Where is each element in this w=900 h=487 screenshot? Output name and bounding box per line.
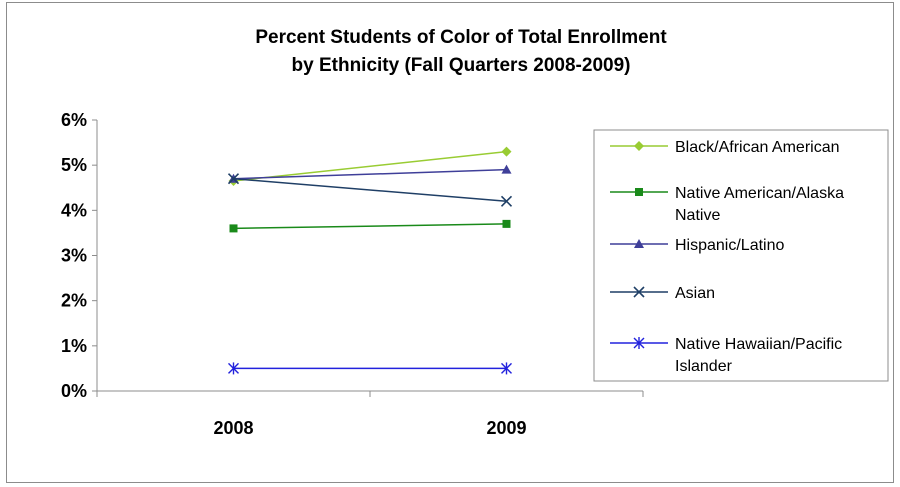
x-tick-label: 2009 [486,418,526,438]
legend-entry: Asian [610,285,715,302]
legend-entry: Black/African American [610,139,840,156]
series-line [233,177,507,203]
data-point-marker [633,337,645,349]
legend-entry: Hispanic/Latino [610,237,785,254]
chart-frame: Percent Students of Color of Total Enrol… [6,2,894,483]
chart-title-line: Percent Students of Color of Total Enrol… [255,27,667,48]
data-point-marker [634,141,644,151]
data-point-marker [501,164,512,174]
series-line [233,168,507,180]
y-tick-label: 0% [61,381,87,401]
data-point-marker [501,146,512,157]
legend: Black/African American Native American/Al… [593,129,889,382]
legend-label: Asian [675,285,715,302]
data-point-marker [228,362,239,375]
data-point-marker [500,195,513,207]
data-point-marker [501,362,512,375]
data-point-marker [229,224,238,233]
data-point-marker [634,239,644,248]
series-line [233,150,507,182]
y-tick-label: 5% [61,155,87,175]
legend-label: Native [675,207,720,224]
legend-label: Islander [675,358,733,375]
legend-label: Black/African American [675,139,840,156]
x-tick-label: 2008 [213,418,253,438]
y-tick-label: 4% [61,200,87,220]
legend-entry: Native Hawaiian/Pacific Islander [610,336,842,375]
data-point-marker [635,188,643,196]
y-tick-label: 3% [61,246,87,266]
data-point-marker [227,173,240,185]
chart-title: Percent Students of Color of Total Enrol… [255,27,667,76]
y-tick-label: 2% [61,291,87,311]
legend-label: Native American/Alaska [675,185,844,202]
line-chart: Percent Students of Color of Total Enrol… [61,27,889,438]
series-line [233,223,507,230]
chart-title-line: by Ethnicity (Fall Quarters 2008-2009) [292,55,631,76]
plot-area: 0% 1% 2% 3% 4% 5% 6% 2008 2009 [61,110,644,438]
legend-label: Native Hawaiian/Pacific [675,336,842,353]
legend-entry: Native American/Alaska Native [610,185,844,224]
y-tick-label: 1% [61,336,87,356]
data-point-marker [502,219,511,228]
y-tick-label: 6% [61,110,87,130]
legend-label: Hispanic/Latino [675,237,785,254]
data-point-marker [633,286,645,298]
